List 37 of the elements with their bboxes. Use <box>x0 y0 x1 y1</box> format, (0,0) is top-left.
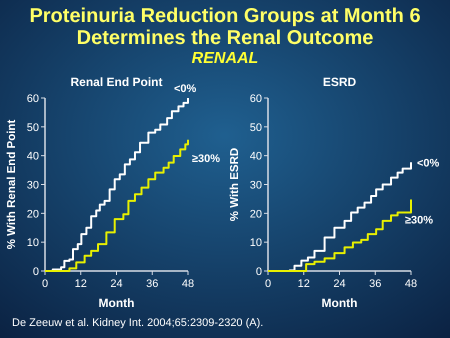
x-tick-label: 0 <box>42 278 48 290</box>
y-tick-label: 30 <box>26 180 39 192</box>
x-tick-label: 36 <box>369 278 382 290</box>
y-tick-label: 0 <box>32 266 39 278</box>
x-axis-title: Month <box>322 296 358 310</box>
y-axis-title: % With Renal End Point <box>6 120 18 250</box>
text: Proteinuria Reduction Groups at Month 6 Determines the Renal Outcome <box>29 5 421 49</box>
chart-title: Renal End Point <box>70 75 163 89</box>
y-tick-label: 40 <box>26 150 39 163</box>
y-tick-label: 20 <box>250 208 262 220</box>
y-tick-label: 50 <box>26 122 39 134</box>
series-label: <0% <box>174 83 197 95</box>
y-tick-label: 10 <box>26 237 39 250</box>
x-tick-label: 12 <box>298 278 310 290</box>
y-tick-label: 40 <box>250 150 262 163</box>
y-tick-label: 30 <box>250 180 262 192</box>
y-tick-label: 50 <box>250 122 262 134</box>
y-tick-label: 60 <box>250 93 262 105</box>
series-label: <0% <box>417 157 440 170</box>
x-tick-label: 0 <box>264 278 272 290</box>
y-tick-label: 0 <box>256 266 262 278</box>
x-tick-label: 24 <box>110 278 123 290</box>
y-tick-label: 10 <box>250 237 262 250</box>
x-tick-label: 24 <box>333 278 346 290</box>
x-axis-title: Month <box>98 296 134 310</box>
x-tick-label: 36 <box>146 278 158 290</box>
series-label: ≥30% <box>405 214 434 226</box>
x-tick-label: 48 <box>404 278 418 290</box>
text: RENAAL <box>192 50 258 67</box>
chart-title: ESRD <box>322 75 356 89</box>
y-tick-label: 20 <box>26 208 39 220</box>
x-tick-label: 48 <box>182 278 194 290</box>
x-tick-label: 12 <box>74 278 87 290</box>
text: De Zeeuw et al. Kidney Int. 2004;65:2309-2320 (A). <box>12 317 264 329</box>
y-axis-title: % With ESRD <box>229 148 241 222</box>
series-label: ≥30% <box>192 152 220 165</box>
y-tick-label: 60 <box>26 93 39 105</box>
